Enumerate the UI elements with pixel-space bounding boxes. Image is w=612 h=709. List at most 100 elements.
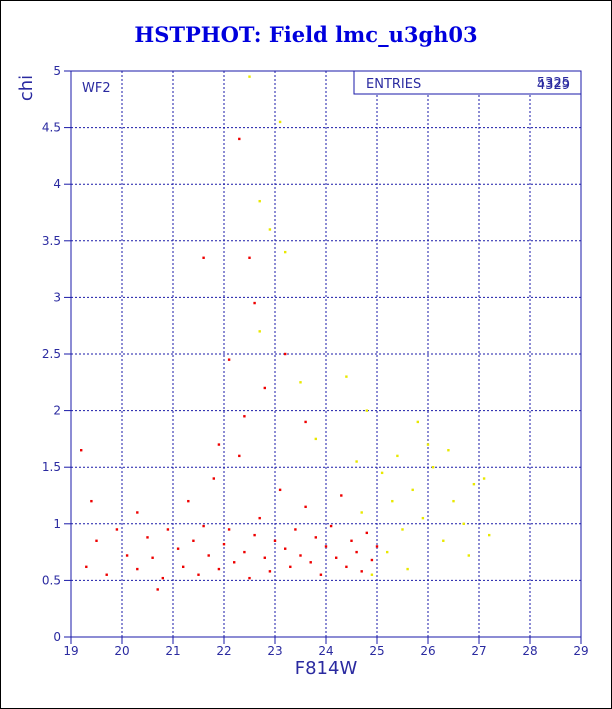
data-point [192,539,195,542]
stats-box-frame [353,70,582,95]
data-point [217,567,221,571]
y-tick-label: 0.5 [42,573,61,587]
data-point [233,561,236,564]
data-point [187,499,190,503]
data-point [136,511,139,514]
data-point [340,494,343,497]
data-point [345,565,348,569]
data-point [284,352,287,356]
data-point [161,576,164,580]
x-tick-label: 25 [369,644,384,658]
y-tick-label: 4.5 [42,121,61,135]
x-axis-label: F814W [295,658,358,679]
data-point [202,256,205,259]
data-point [146,536,149,539]
data-point [151,556,154,559]
data-point [263,386,266,390]
y-tick-label: 3 [53,290,61,304]
data-point [431,466,435,469]
x-tick-label: 23 [267,644,282,658]
data-point [90,499,93,503]
data-point [411,488,414,492]
data-point [258,516,261,520]
x-tick-label: 24 [318,644,333,658]
data-point [202,524,205,528]
data-point [416,420,419,424]
grid-lines [70,70,582,638]
data-point [268,228,272,231]
data-point [482,477,486,480]
data-point [243,550,246,554]
y-tick-label: 5 [53,64,61,78]
data-point [273,539,277,542]
stats-box: ENTRIES 5325 4329 [353,70,582,95]
y-tick-label: 2 [53,404,61,418]
data-point [304,420,307,424]
data-point [258,199,261,203]
data-point [80,449,83,452]
x-tick-label: 28 [522,644,537,658]
x-tick-label: 20 [114,644,129,658]
y-tick-label: 2.5 [42,347,61,361]
x-tick-label: 21 [165,644,180,658]
data-point [238,137,241,141]
y-tick-label: 1 [53,517,61,531]
chart-title: HSTPHOT: Field lmc_u3gh03 [134,22,478,47]
data-point [278,120,282,124]
data-point [299,554,302,557]
data-point [365,531,368,535]
data-point [217,443,221,446]
data-point [452,499,455,503]
data-point [375,545,379,548]
data-point [462,522,465,525]
data-point [406,567,409,571]
data-point [370,558,374,562]
x-tick-label: 26 [420,644,435,658]
data-point [176,547,180,550]
x-tick-label: 27 [471,644,486,658]
data-point [258,330,261,333]
data-point [360,570,363,573]
data-point [319,573,323,576]
data-point [207,554,210,557]
data-point [488,533,491,537]
data-point [314,536,317,539]
data-point [227,528,231,531]
data-point [370,573,374,576]
data-point [350,539,353,542]
data-point [329,524,333,528]
data-point [197,573,200,576]
y-tick-label: 3.5 [42,234,61,248]
y-tick-label: 0 [53,630,61,644]
data-point [365,409,368,412]
data-point [248,75,251,78]
entries-value-back: 5325 [537,76,570,91]
x-ticks: 19 20 21 22 23 24 25 26 27 28 29 [63,637,589,658]
data-point [401,528,404,531]
data-point [294,528,297,531]
data-point [304,505,307,509]
entries-value-front: 4329 [537,78,570,93]
y-tick-label: 4 [53,177,61,191]
y-tick-label: 1.5 [42,460,61,474]
data-point [386,550,389,554]
data-point [284,250,287,254]
data-points [80,75,491,591]
data-point [278,488,282,492]
data-point [335,556,338,559]
data-point [380,471,384,475]
data-point [309,561,312,564]
data-point [360,511,363,514]
data-point [253,301,256,305]
data-point [391,499,394,503]
data-point [472,482,476,486]
data-point [125,554,129,557]
data-point [314,437,317,441]
data-point [467,554,470,557]
data-point [243,415,246,418]
data-point [136,567,139,571]
data-point [95,539,98,542]
data-point [182,565,185,569]
data-point [421,516,425,520]
data-point [253,533,256,537]
